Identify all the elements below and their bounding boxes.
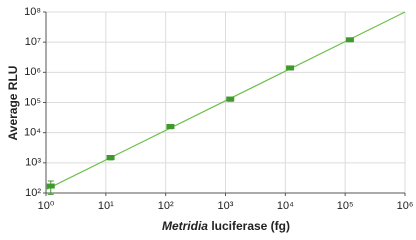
point — [106, 155, 115, 161]
point — [46, 183, 55, 189]
x-axis-label-part: Metridia — [162, 219, 208, 233]
point — [226, 96, 235, 102]
y-tick-label: 10⁶ — [24, 66, 41, 78]
x-tick-label: 10² — [158, 200, 174, 212]
fit-line — [45, 11, 406, 191]
y-tick-label: 10⁸ — [24, 6, 41, 18]
x-tick-label: 10³ — [218, 200, 234, 212]
y-tick-label: 10² — [25, 187, 41, 199]
x-tick-label: 10¹ — [98, 200, 114, 212]
point — [345, 37, 354, 43]
x-tick-label: 10⁰ — [38, 200, 55, 212]
y-tick-label: 10⁵ — [24, 96, 41, 108]
x-tick-label: 10⁵ — [337, 200, 354, 212]
y-axis-label: Average RLU — [6, 66, 20, 141]
x-axis-label: Metridia luciferase (fg) — [162, 219, 290, 233]
y-tick-label: 10³ — [25, 157, 41, 169]
x-tick-label: 10⁶ — [397, 200, 414, 212]
y-tick-label: 10⁴ — [24, 127, 41, 139]
point — [166, 124, 175, 130]
x-tick-label: 10⁴ — [277, 200, 294, 212]
point — [286, 65, 295, 71]
x-axis-label-part: luciferase (fg) — [208, 219, 290, 233]
y-tick-label: 10⁷ — [25, 36, 41, 48]
